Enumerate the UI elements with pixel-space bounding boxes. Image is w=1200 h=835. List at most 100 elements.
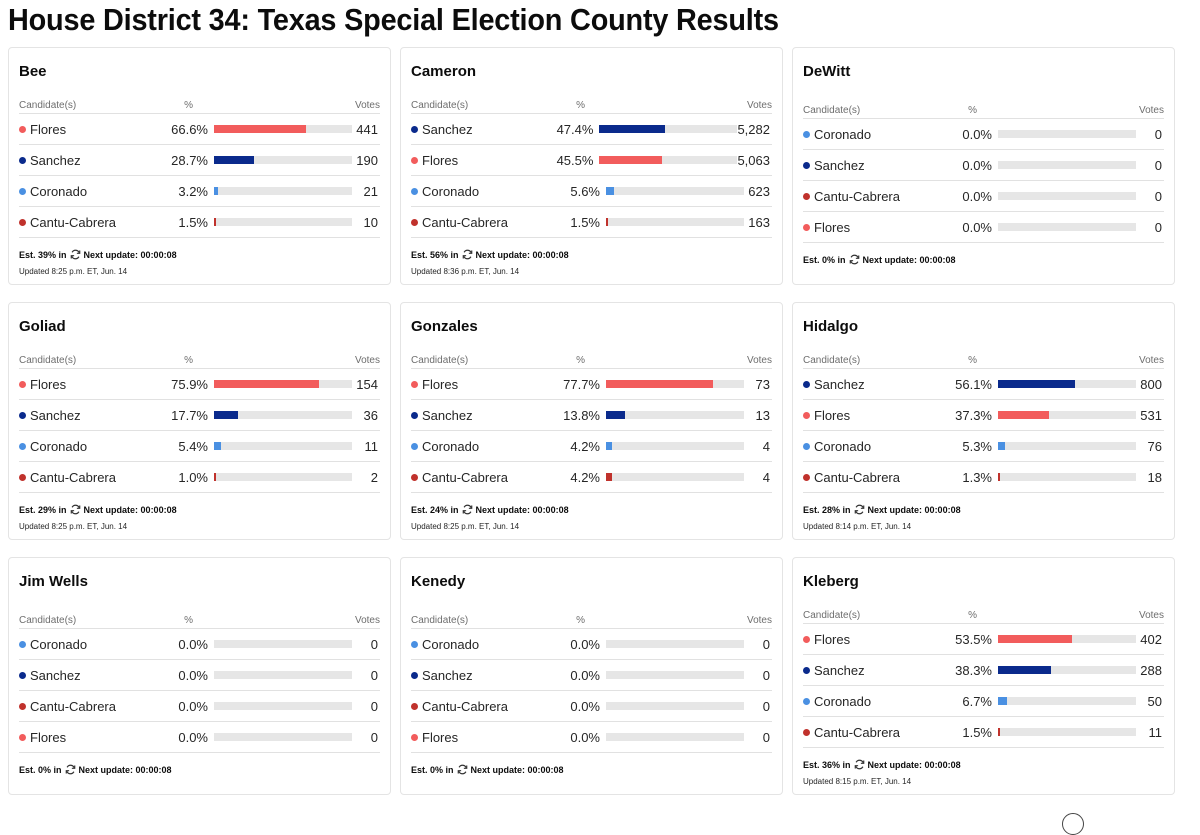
- vote-share-bar: [998, 161, 1136, 169]
- vote-share-fill: [214, 218, 217, 226]
- estimated-reporting: Est. 24%: [411, 504, 449, 515]
- vote-percent: 0.0%: [962, 126, 992, 142]
- vote-count: 0: [762, 729, 770, 745]
- candidate-name: Coronado: [422, 438, 480, 454]
- vote-count: 623: [748, 183, 770, 199]
- vote-percent: 0.0%: [962, 157, 992, 173]
- percent-column-label: %: [576, 614, 585, 626]
- vote-count: 190: [356, 152, 378, 168]
- candidates-column-label: Candidate(s): [411, 354, 469, 366]
- vote-share-fill: [998, 728, 1001, 736]
- vote-share-bar: [606, 411, 744, 419]
- vote-percent: 75.9%: [171, 376, 208, 392]
- votes-column-label: Votes: [746, 614, 772, 626]
- vote-percent: 47.4%: [556, 121, 594, 137]
- vote-share-bar: [998, 666, 1136, 674]
- candidate-row: Sanchez 13.8% 13: [411, 400, 772, 431]
- next-update-countdown: Next update: 00:00:08: [475, 249, 569, 260]
- candidate-row: Coronado 0.0% 0: [803, 119, 1164, 150]
- candidate-row: Sanchez 0.0% 0: [19, 660, 380, 691]
- vote-percent: 0.0%: [962, 188, 992, 204]
- candidate-row: Flores 45.5% 5,063: [411, 145, 772, 176]
- candidate-color-dot: [19, 640, 26, 648]
- candidate-row: Sanchez 38.3% 288: [803, 655, 1164, 686]
- candidate-name: Flores: [30, 729, 67, 745]
- refresh-icon: [457, 764, 467, 775]
- vote-count: 76: [1147, 438, 1162, 454]
- vote-percent: 17.7%: [171, 407, 208, 423]
- candidate-name: Cantu-Cabrera: [422, 214, 508, 230]
- county-card: Kleberg Candidate(s) % Votes Flores 53.5…: [792, 557, 1175, 795]
- next-update-countdown: Next update: 00:00:08: [862, 254, 956, 265]
- refresh-icon: [65, 764, 75, 775]
- vote-percent: 0.0%: [570, 698, 600, 714]
- vote-count: 0: [762, 698, 770, 714]
- vote-percent: 5.3%: [962, 438, 992, 454]
- vote-share-bar: [998, 192, 1136, 200]
- vote-share-bar: [214, 156, 352, 164]
- candidate-name: Coronado: [422, 636, 480, 652]
- candidate-color-dot: [411, 218, 418, 226]
- candidate-name: Cantu-Cabrera: [30, 214, 116, 230]
- vote-percent: 0.0%: [178, 729, 208, 745]
- candidate-name: Coronado: [30, 183, 88, 199]
- vote-percent: 6.7%: [962, 693, 992, 709]
- candidate-row: Cantu-Cabrera 4.2% 4: [411, 462, 772, 493]
- refresh-icon: [854, 504, 864, 515]
- votes-column-label: Votes: [746, 354, 772, 366]
- candidate-color-dot: [411, 187, 418, 195]
- vote-share-fill: [214, 156, 254, 164]
- candidate-color-dot: [411, 473, 418, 481]
- scroll-to-top-button[interactable]: [1062, 813, 1084, 835]
- candidate-row: Flores 0.0% 0: [411, 722, 772, 753]
- candidate-color-dot: [803, 442, 810, 450]
- next-update-countdown: Next update: 00:00:08: [83, 504, 177, 515]
- vote-count: 21: [363, 183, 378, 199]
- candidate-row: Cantu-Cabrera 0.0% 0: [803, 181, 1164, 212]
- vote-count: 0: [370, 698, 378, 714]
- percent-column-label: %: [184, 99, 193, 111]
- vote-percent: 66.6%: [171, 121, 208, 137]
- candidates-column-label: Candidate(s): [803, 104, 861, 116]
- vote-percent: 53.5%: [955, 631, 992, 647]
- candidate-color-dot: [411, 640, 418, 648]
- percent-column-label: %: [576, 99, 585, 111]
- vote-share-bar: [214, 218, 352, 226]
- column-header: Candidate(s) % Votes: [19, 612, 380, 629]
- vote-percent: 4.2%: [570, 469, 600, 485]
- percent-column-label: %: [968, 354, 977, 366]
- candidate-row: Coronado 5.6% 623: [411, 176, 772, 207]
- last-updated: Updated 8:36 p.m. ET, Jun. 14: [411, 267, 520, 276]
- candidate-color-dot: [19, 671, 26, 679]
- vote-percent: 5.4%: [178, 438, 208, 454]
- votes-column-label: Votes: [746, 99, 772, 111]
- vote-share-fill: [606, 473, 612, 481]
- candidate-color-dot: [19, 411, 26, 419]
- vote-share-bar: [998, 380, 1136, 388]
- estimated-reporting: Est. 28%: [803, 504, 841, 515]
- candidate-color-dot: [411, 125, 418, 133]
- vote-share-fill: [998, 666, 1051, 674]
- votes-column-label: Votes: [354, 99, 380, 111]
- vote-share-fill: [998, 380, 1076, 388]
- vote-share-bar: [214, 473, 352, 481]
- candidate-color-dot: [803, 411, 810, 419]
- candidate-row: Coronado 3.2% 21: [19, 176, 380, 207]
- column-header: Candidate(s) % Votes: [411, 612, 772, 629]
- vote-percent: 13.8%: [563, 407, 600, 423]
- vote-share-bar: [214, 411, 352, 419]
- county-name: DeWitt: [803, 63, 851, 80]
- percent-column-label: %: [968, 609, 977, 621]
- vote-count: 0: [762, 636, 770, 652]
- vote-share-fill: [606, 218, 609, 226]
- candidate-color-dot: [411, 671, 418, 679]
- refresh-icon: [70, 504, 80, 515]
- candidate-row: Flores 0.0% 0: [19, 722, 380, 753]
- est-in-label: in: [53, 764, 62, 775]
- candidate-name: Flores: [814, 631, 851, 647]
- last-updated: Updated 8:25 p.m. ET, Jun. 14: [19, 522, 128, 531]
- vote-share-fill: [214, 442, 222, 450]
- vote-percent: 1.5%: [962, 724, 992, 740]
- est-in-label: in: [58, 504, 67, 515]
- vote-share-bar: [606, 473, 744, 481]
